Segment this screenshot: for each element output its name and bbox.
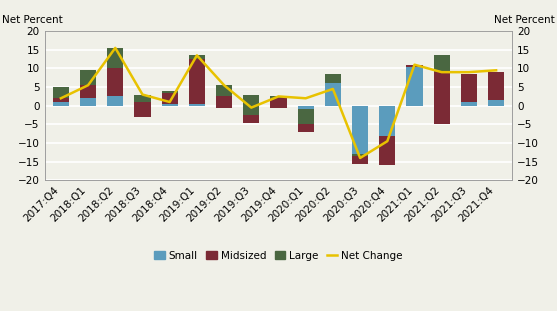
Bar [134,106,150,117]
Bar [189,55,205,59]
Bar [189,59,205,104]
Bar [162,104,178,106]
Bar [189,104,205,106]
Bar [243,106,260,123]
Bar [433,55,450,72]
Bar [270,106,287,108]
Bar [325,83,341,106]
Bar [270,98,287,108]
Bar [107,48,124,68]
Bar [107,96,124,106]
Bar [134,102,150,117]
Bar [162,91,178,104]
Bar [325,74,341,83]
Bar [216,96,232,108]
Bar [407,65,423,67]
Bar [80,70,96,85]
Bar [270,96,287,98]
Bar [379,136,395,165]
Bar [297,109,314,124]
Bar [243,115,260,123]
Bar [352,156,368,164]
Bar [325,74,341,83]
Text: Net Percent: Net Percent [2,15,63,25]
Bar [488,100,504,106]
Bar [407,65,423,106]
Bar [297,106,314,132]
Bar [80,98,96,106]
Bar [107,68,124,96]
Bar [80,70,96,98]
Bar [352,106,368,164]
Bar [53,87,69,102]
Bar [433,72,450,124]
Bar [488,72,504,100]
Bar [53,102,69,106]
Bar [216,85,232,96]
Bar [433,106,450,124]
Bar [352,154,368,156]
Bar [379,106,395,136]
Bar [216,106,232,108]
Bar [297,124,314,132]
Text: Net Percent: Net Percent [494,15,555,25]
Bar [461,74,477,102]
Legend: Small, Midsized, Large, Net Change: Small, Midsized, Large, Net Change [150,246,407,265]
Bar [53,87,69,98]
Bar [134,95,150,102]
Bar [243,95,260,115]
Bar [461,102,477,106]
Bar [162,91,178,93]
